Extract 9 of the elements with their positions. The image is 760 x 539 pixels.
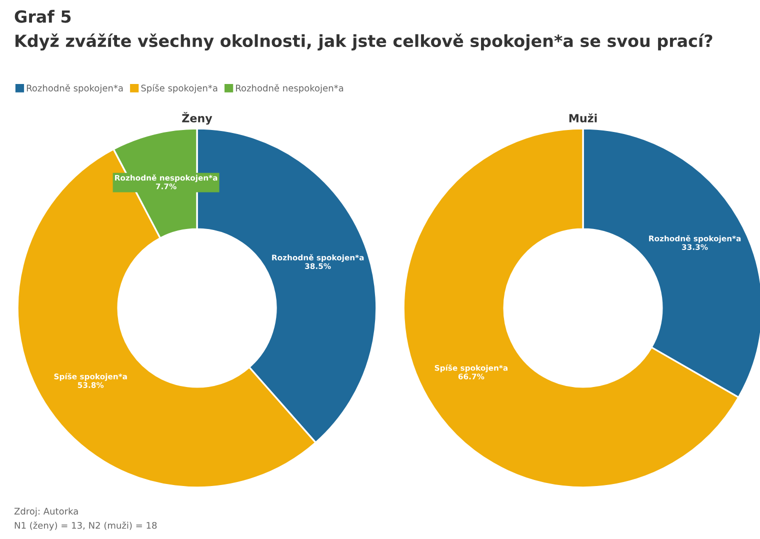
legend-label: Spíše spokojen*a [141,84,218,94]
legend-label: Rozhodně nespokojen*a [236,84,344,94]
text: Když zvážíte všechny okolnosti, jak jste celkově spokojen*a se svou prací? [16,34,712,50]
text: N1 (ženy) = 13, N2 (muži) = 18 [14,521,157,531]
text: Zdroj: Autorka [14,508,78,516]
text: Graf 5 [14,10,71,23]
legend-label: Rozhodně spokojen*a [26,84,123,94]
chart-title: Muži [569,113,597,122]
text: Ženy [182,112,212,125]
